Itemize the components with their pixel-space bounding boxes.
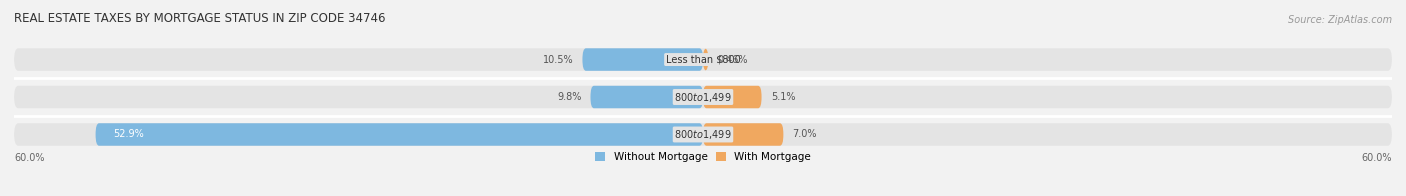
Text: 60.0%: 60.0%: [14, 153, 45, 163]
FancyBboxPatch shape: [591, 86, 703, 108]
FancyBboxPatch shape: [14, 123, 1392, 146]
Text: 60.0%: 60.0%: [1361, 153, 1392, 163]
FancyBboxPatch shape: [703, 123, 783, 146]
Text: Source: ZipAtlas.com: Source: ZipAtlas.com: [1288, 15, 1392, 25]
Text: 52.9%: 52.9%: [112, 130, 143, 140]
Text: 9.8%: 9.8%: [557, 92, 581, 102]
Text: 0.46%: 0.46%: [717, 54, 748, 64]
FancyBboxPatch shape: [703, 48, 709, 71]
FancyBboxPatch shape: [14, 48, 1392, 71]
FancyBboxPatch shape: [582, 48, 703, 71]
FancyBboxPatch shape: [703, 86, 762, 108]
Text: 7.0%: 7.0%: [793, 130, 817, 140]
Text: Less than $800: Less than $800: [665, 54, 741, 64]
Text: REAL ESTATE TAXES BY MORTGAGE STATUS IN ZIP CODE 34746: REAL ESTATE TAXES BY MORTGAGE STATUS IN …: [14, 12, 385, 25]
Text: $800 to $1,499: $800 to $1,499: [675, 128, 731, 141]
FancyBboxPatch shape: [14, 86, 1392, 108]
Text: $800 to $1,499: $800 to $1,499: [675, 91, 731, 103]
Text: 5.1%: 5.1%: [770, 92, 796, 102]
Legend: Without Mortgage, With Mortgage: Without Mortgage, With Mortgage: [595, 152, 811, 162]
Text: 10.5%: 10.5%: [543, 54, 574, 64]
FancyBboxPatch shape: [96, 123, 703, 146]
